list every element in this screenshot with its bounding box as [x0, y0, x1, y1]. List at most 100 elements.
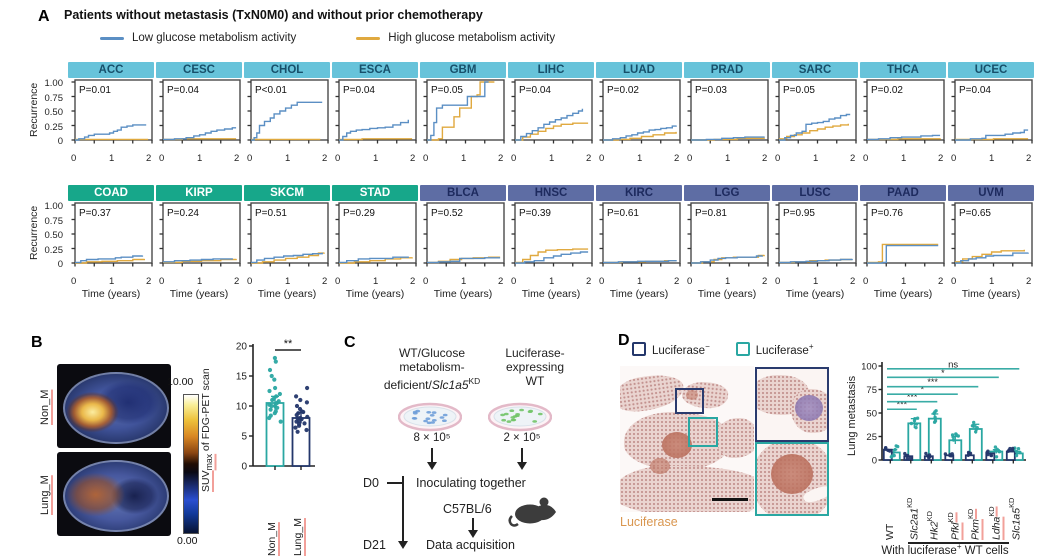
cell-count-right: 2 × 10⁵: [503, 432, 541, 444]
time-axis-label: Time (years): [433, 288, 493, 300]
significance-stars: **: [284, 338, 293, 350]
x-tick-label: 1: [637, 153, 643, 164]
x-tick-label: 1: [813, 276, 819, 287]
svg-text:15: 15: [236, 372, 248, 383]
km-panel-chol: CHOL P<0.01 0 1 2: [244, 62, 330, 165]
arrow-right-head: [517, 462, 527, 470]
suv-chart: SUVmax of FDG-PET scan 0 5 10 15 20 ** Non_M Lu…: [200, 336, 325, 558]
x-tick-label: 2: [1026, 153, 1032, 164]
x-tick-label: 0: [159, 276, 165, 287]
pet-scan-non-m: [57, 364, 171, 448]
time-axis-label: Time (years): [169, 288, 229, 300]
km-header-kirc: KIRC: [596, 185, 682, 201]
x-tick-label: 1: [549, 153, 555, 164]
x-tick-label: 0: [599, 153, 605, 164]
p-value: P=0.03: [695, 85, 727, 96]
category-label-wt: WT: [884, 523, 897, 540]
km-header-coad: COAD: [68, 185, 154, 201]
km-x-ticks: 0 1 2: [772, 276, 858, 288]
km-panel-coad: COAD P=0.37 0 1 2 Time (years): [68, 185, 154, 302]
x-tick-label: 2: [850, 276, 856, 287]
y-tick-label: 0: [57, 136, 63, 147]
km-row-bottom: Recurrence 1.00 0.75 0.50 0.25 0 COAD P=0.37 0 1…: [0, 185, 1044, 302]
km-header-lusc: LUSC: [772, 185, 858, 201]
km-x-ticks: 0 1 2: [244, 153, 330, 165]
cell-count-left: 8 × 10⁵: [413, 432, 451, 444]
x-tick-label: 1: [373, 276, 379, 287]
km-x-ticks: 0 1 2: [596, 153, 682, 165]
x-tick-label: 2: [146, 153, 152, 164]
significance-label: ***: [897, 400, 908, 410]
x-tick-label: 1: [461, 153, 467, 164]
luciferase-legend-label: Luciferase−: [652, 342, 710, 357]
km-x-ticks: 0 1 2: [156, 276, 242, 288]
arrow-left-down: [431, 448, 433, 462]
pet-body-lung-m: [62, 459, 170, 533]
km-legend: Low glucose metabolism activity High gluc…: [100, 32, 555, 44]
km-header-esca: ESCA: [332, 62, 418, 78]
x-tick-label: 0: [159, 153, 165, 164]
cells-left-title: WT/Glucose metabolism- deficient/Slc1a5K…: [383, 346, 481, 392]
p-value: P=0.95: [783, 208, 815, 219]
p-value: P=0.02: [607, 85, 639, 96]
lung-metastasis-xlabel: With luciferase+ WT cells: [881, 541, 1009, 557]
km-panel-uvm: UVM P=0.65 0 1 2 Time (years): [948, 185, 1034, 302]
km-panel-stad: STAD P=0.29 0 1 2 Time (years): [332, 185, 418, 302]
significance-label: *: [941, 368, 945, 378]
km-panel-lgg: LGG P=0.81 0 1 2 Time (years): [684, 185, 770, 302]
km-plot-kirc: P=0.61: [599, 202, 681, 267]
lung-metastasis-chart: Lung metastasis With luciferase+ WT cell…: [846, 344, 1044, 559]
km-x-ticks: 0 1 2: [596, 276, 682, 288]
km-panel-paad: PAAD P=0.76 0 1 2 Time (years): [860, 185, 946, 302]
svg-text:100: 100: [862, 362, 877, 373]
x-tick-label: 2: [410, 153, 416, 164]
svg-text:75: 75: [866, 385, 877, 396]
y-tick-label: 1.00: [44, 78, 64, 89]
timeline-d21: D21: [363, 538, 386, 552]
km-x-ticks: 0 1 2: [684, 276, 770, 288]
x-tick-label: 2: [410, 276, 416, 287]
p-value: P=0.51: [255, 208, 287, 219]
x-tick-label: 1: [725, 276, 731, 287]
time-axis-label: Time (years): [345, 288, 405, 300]
km-plot-chol: P<0.01: [247, 79, 329, 144]
luciferase-legend-item: Luciferase−: [632, 342, 710, 357]
km-header-ucec: UCEC: [948, 62, 1034, 78]
km-header-lihc: LIHC: [508, 62, 594, 78]
km-grid-top: ACC P=0.01 0 1 2 CESC P=0.04 0 1 2 CHOL P<0.01 0 1 2 ES…: [68, 62, 1034, 165]
pet-scan-lung-m: [57, 452, 171, 536]
km-plot-hnsc: P=0.39: [511, 202, 593, 267]
km-x-ticks: 0 1 2: [244, 276, 330, 288]
km-legend-label: High glucose metabolism activity: [388, 32, 556, 44]
km-header-cesc: CESC: [156, 62, 242, 78]
x-tick-label: 0: [687, 276, 693, 287]
x-tick-label: 1: [989, 276, 995, 287]
km-header-gbm: GBM: [420, 62, 506, 78]
arrow-right-down: [521, 448, 523, 462]
pet-image-label-non-m: Non_M: [39, 374, 55, 440]
p-value: P=0.02: [871, 85, 903, 96]
km-legend-label: Low glucose metabolism activity: [132, 32, 297, 44]
luciferase-legend-item: Luciferase+: [735, 342, 814, 357]
arrow-mid-head: [468, 530, 478, 538]
km-plot-lihc: P=0.04: [511, 79, 593, 144]
timeline-arrow-head: [398, 541, 408, 549]
x-tick-label: 0: [71, 153, 77, 164]
panel-d-label: D: [618, 332, 630, 349]
timeline-d0: D0: [363, 476, 379, 490]
km-plot-skcm: P=0.51: [247, 202, 329, 267]
km-header-blca: BLCA: [420, 185, 506, 201]
timeline-inoculate-label: Inoculating together: [416, 476, 526, 490]
category-label-pfkl: PfklKD: [946, 478, 962, 540]
km-grid-bottom: COAD P=0.37 0 1 2 Time (years) KIRP P=0.24 0 1 2 Ti…: [68, 185, 1034, 302]
low-activity-line-swatch: [100, 36, 124, 40]
p-value: P=0.61: [607, 208, 639, 219]
km-panel-ucec: UCEC P=0.04 0 1 2: [948, 62, 1034, 165]
significance-label: ns: [948, 359, 958, 370]
p-value: P=0.39: [519, 208, 551, 219]
km-plot-uvm: P=0.65: [951, 202, 1033, 267]
km-x-ticks: 0 1 2: [860, 153, 946, 165]
km-panel-lusc: LUSC P=0.95 0 1 2 Time (years): [772, 185, 858, 302]
luciferase-legend: Luciferase− Luciferase+: [632, 342, 814, 357]
